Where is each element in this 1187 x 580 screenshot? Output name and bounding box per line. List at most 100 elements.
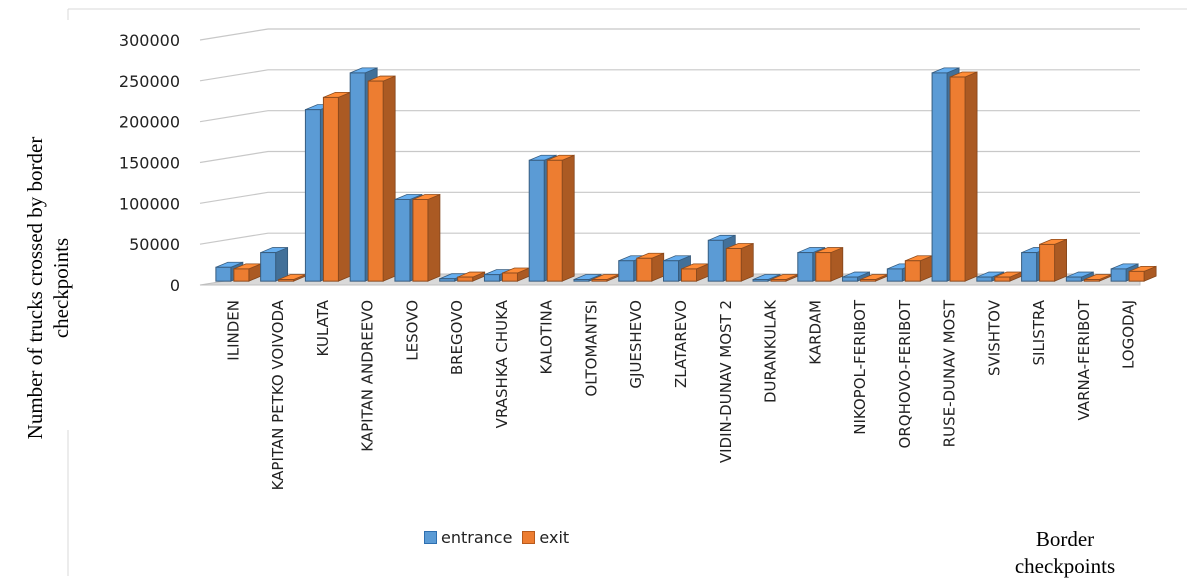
bar-front xyxy=(215,266,232,282)
x-tick-label: LOGODAJ xyxy=(1120,300,1138,369)
gridline xyxy=(199,191,1140,204)
bar-entrance xyxy=(260,246,289,282)
chart-walls xyxy=(67,8,1187,576)
gridline xyxy=(199,69,1140,82)
bar-front xyxy=(842,276,859,282)
x-tick-label: KARDAM xyxy=(806,300,824,365)
x-tick-label: NIKOPOL-FERIBOT xyxy=(851,299,869,435)
y-axis-ticks: 0 50000 100000 150000 200000 250000 300000 xyxy=(119,31,180,295)
bar-front xyxy=(233,268,250,282)
bar-exit xyxy=(725,242,754,282)
legend-item-entrance: entrance xyxy=(424,528,512,547)
y-axis-title-box: Number of trucks crossed by border checkp… xyxy=(18,0,78,576)
bar-front xyxy=(412,198,429,282)
bar-front xyxy=(349,72,366,282)
bar-front xyxy=(483,274,500,282)
bar-front xyxy=(439,278,456,282)
bar-side xyxy=(830,246,844,282)
y-tick-label: 0 xyxy=(170,276,180,295)
legend-swatch-exit xyxy=(522,530,536,544)
bar-exit xyxy=(1083,273,1112,282)
bar-front xyxy=(394,198,411,282)
bar-front xyxy=(546,159,563,282)
y-tick-label: 200000 xyxy=(119,113,180,132)
bar-front xyxy=(860,279,877,282)
bar-front xyxy=(949,76,966,282)
bar-exit xyxy=(949,71,978,282)
bar-front xyxy=(931,72,948,282)
x-tick-label: KULATA xyxy=(314,299,332,356)
x-tick-label: ZLATAREVO xyxy=(672,300,690,388)
bar-front xyxy=(1110,268,1127,282)
bar-exit xyxy=(1128,265,1157,282)
bar-exit xyxy=(278,273,307,282)
gridline xyxy=(199,28,1140,41)
bar-front xyxy=(367,80,384,282)
x-tick-label: ORQHOVO-FERIBOT xyxy=(896,299,914,448)
bar-front xyxy=(976,276,993,282)
bar-exit xyxy=(412,193,441,282)
bar-exit xyxy=(322,91,351,282)
x-tick-label: KAPITAN PETKO VOIVODA xyxy=(269,299,287,490)
bar-entrance xyxy=(573,273,602,282)
bar-side xyxy=(740,242,754,282)
bar-front xyxy=(994,276,1011,282)
y-tick-label: 300000 xyxy=(119,31,180,50)
gridlines xyxy=(199,28,1140,245)
x-tick-label: GJUESHEVO xyxy=(627,300,645,389)
bar-exit xyxy=(815,246,844,282)
x-tick-label: KAPITAN ANDREEVO xyxy=(359,300,377,452)
bars xyxy=(215,67,1157,282)
y-tick-label: 50000 xyxy=(129,235,180,254)
bar-front xyxy=(904,260,921,282)
bar-front xyxy=(322,96,339,282)
y-tick-label: 250000 xyxy=(119,72,180,91)
bar-front xyxy=(636,257,653,282)
bar-front xyxy=(1065,276,1082,282)
y-tick-label: 100000 xyxy=(119,194,180,213)
bar-front xyxy=(752,279,769,282)
x-tick-label: SILISTRA xyxy=(1030,299,1048,365)
bar-entrance xyxy=(842,271,870,282)
bar-exit xyxy=(904,255,933,282)
x-tick-label: VRASHKA CHUKA xyxy=(493,299,511,428)
bar-side xyxy=(338,91,351,282)
bar-side xyxy=(561,154,575,282)
bar-exit xyxy=(367,75,396,282)
x-tick-label: DURANKULAK xyxy=(762,299,780,403)
bar-front xyxy=(260,252,277,282)
gridline xyxy=(199,150,1140,164)
gridline xyxy=(199,232,1140,245)
x-tick-label: LESOVO xyxy=(403,300,421,361)
y-axis-title: Number of trucks crossed by border checkp… xyxy=(23,136,73,440)
bar-exit xyxy=(994,271,1023,282)
bar-front xyxy=(591,279,608,282)
bar-side xyxy=(382,75,396,282)
legend: entrance exit xyxy=(424,522,569,552)
bar-exit xyxy=(636,252,665,282)
bar-front xyxy=(278,279,295,282)
y-tick-label: 150000 xyxy=(119,154,180,173)
x-tick-label: VARNA-FERIBOT xyxy=(1075,299,1093,420)
x-axis-ticks: ILINDEN KAPITAN PETKO VOIVODA KULATA KAPITA… xyxy=(224,299,1137,491)
bar-front xyxy=(304,109,321,282)
bar-side xyxy=(427,193,441,282)
legend-item-exit: exit xyxy=(522,528,569,547)
bar-entrance xyxy=(1065,271,1094,282)
bar-exit xyxy=(233,263,262,282)
bar-front xyxy=(618,260,635,282)
bar-front xyxy=(681,268,697,282)
x-tick-label: RUSE-DUNAV MOST xyxy=(941,299,959,447)
bar-front xyxy=(797,252,814,282)
bar-front xyxy=(663,260,679,282)
bar-exit xyxy=(457,271,486,282)
bar-exit xyxy=(546,154,575,282)
bar-front xyxy=(457,276,474,282)
bar-exit xyxy=(501,267,530,282)
bar-exit xyxy=(591,273,620,282)
legend-label-exit: exit xyxy=(539,527,570,547)
gridline xyxy=(199,110,1140,123)
bar-front xyxy=(707,239,724,282)
bar-front xyxy=(770,279,787,282)
